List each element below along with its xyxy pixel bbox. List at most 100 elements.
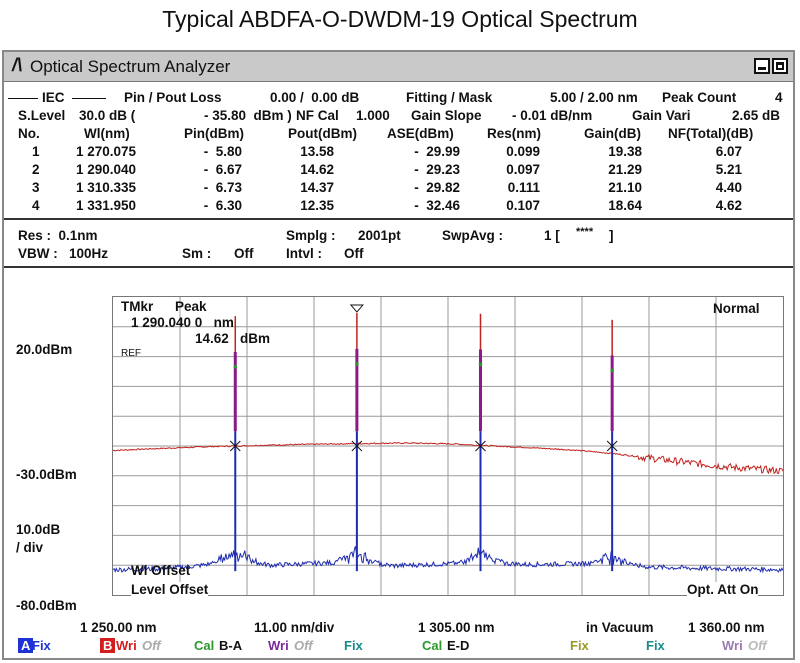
intvl-label: Intvl :: [286, 246, 322, 261]
cell-nf: 5.21: [715, 162, 742, 177]
nfcal-value: 1.000: [356, 108, 390, 123]
ref-label: REF: [121, 348, 141, 359]
trace-e-fix[interactable]: Fix: [344, 638, 363, 653]
blue-trace-line: [113, 546, 783, 574]
window-title: Optical Spectrum Analyzer: [30, 57, 231, 76]
slevel-value: 30.0 dB (: [79, 108, 136, 123]
minimize-icon[interactable]: [754, 58, 770, 74]
trace-h-fix[interactable]: Fix: [646, 638, 665, 653]
x-start-label: 1 250.00 nm: [80, 620, 157, 635]
cell-res: 0.111: [507, 180, 540, 195]
cell-no: 4: [32, 198, 40, 213]
cell-pin: - 6.67: [203, 162, 242, 177]
gain-vari-value: 2.65 dB: [732, 108, 781, 123]
y-scale-label: 10.0dB: [16, 522, 61, 537]
smplg-value: 2001pt: [358, 228, 401, 243]
gain-slope-value: - 0.01 dB/nm: [512, 108, 593, 123]
cell-nf: 6.07: [715, 144, 742, 159]
spectrum-svg: [113, 297, 783, 595]
cell-pin: - 6.73: [203, 180, 242, 195]
asemarker-icon: [606, 440, 618, 452]
iec-label: IEC: [42, 90, 65, 105]
cell-no: 1: [32, 144, 40, 159]
col-header-wl: Wl(nm): [84, 126, 130, 141]
nfcal-label: NF Cal: [296, 108, 339, 123]
trace-i-wri[interactable]: Wri: [722, 638, 743, 653]
y-mid-label: -30.0dBm: [16, 467, 77, 482]
x-center-label: 1 305.00 nm: [418, 620, 495, 635]
trace-a-fix[interactable]: Fix: [32, 638, 51, 653]
marker-wavelength: 1 290.040 0 nm: [131, 315, 234, 330]
col-header-res: Res(nm): [487, 126, 542, 141]
cell-ase: - 32.46: [414, 198, 460, 213]
trace-mode: Normal: [713, 301, 760, 316]
gain-slope-label: Gain Slope: [411, 108, 482, 123]
cell-res: 0.097: [506, 162, 540, 177]
fitting-value: 5.00 / 2.00 nm: [550, 90, 638, 105]
fitting-label: Fitting / Mask: [406, 90, 493, 105]
col-header-gain: Gain(dB): [584, 126, 641, 141]
trace-f-value: E-D: [447, 638, 470, 653]
col-header-pin: Pin(dBm): [184, 126, 244, 141]
swpavg-label: SwpAvg :: [442, 228, 504, 243]
peak-count-value: 4: [775, 90, 783, 105]
trace-d-off: Off: [294, 638, 313, 653]
swpavg-stars: ****: [576, 226, 594, 238]
asemarker-icon: [351, 440, 363, 452]
cell-ase: - 29.99: [414, 144, 460, 159]
x-medium-label: in Vacuum: [586, 620, 654, 635]
trace-b-tag[interactable]: B: [100, 638, 116, 653]
iec-line-right: [72, 98, 106, 99]
pin-pout-label: Pin / Pout Loss: [124, 90, 222, 105]
col-header-pout: Pout(dBm): [288, 126, 357, 141]
cell-wl: 1 310.335: [76, 180, 137, 195]
trace-b-off: Off: [142, 638, 161, 653]
maximize-icon[interactable]: [772, 58, 788, 74]
iec-line-left: [8, 98, 38, 99]
trace-d-wri[interactable]: Wri: [268, 638, 289, 653]
cell-pout: 12.35: [300, 198, 334, 213]
cell-wl: 1 331.950: [76, 198, 137, 213]
trace-i-off: Off: [748, 638, 767, 653]
cell-gain: 18.64: [608, 198, 642, 213]
cell-nf: 4.40: [715, 180, 742, 195]
peak-dot: [478, 362, 483, 367]
tmkr-label: TMkr: [121, 299, 154, 314]
marker-power: 14.62 dBm: [195, 331, 271, 346]
cell-pout: 14.62: [300, 162, 334, 177]
trace-c-cal[interactable]: Cal: [194, 638, 215, 653]
gain-vari-label: Gain Vari: [632, 108, 691, 123]
cell-wl: 1 270.075: [76, 144, 137, 159]
x-div-label: 11.00 nm/div: [254, 620, 335, 635]
cell-wl: 1 290.040: [76, 162, 137, 177]
window-titlebar[interactable]: /\ Optical Spectrum Analyzer: [4, 52, 793, 82]
page-title: Typical ABDFA-O-DWDM-19 Optical Spectrum: [162, 6, 638, 32]
pin-pout-value: 0.00 / 0.00 dB: [270, 90, 360, 105]
col-header-nf: NF(Total)(dB): [668, 126, 754, 141]
peak-dot: [233, 364, 238, 369]
spectrum-graph[interactable]: TMkr Peak 1 290.040 0 nm 14.62 dBm REF N…: [112, 296, 784, 597]
trace-c-value: B-A: [219, 638, 243, 653]
cell-res: 0.107: [506, 198, 540, 213]
cell-pin: - 5.80: [203, 144, 242, 159]
trace-a-tag[interactable]: A: [18, 638, 34, 653]
cell-ase: - 29.23: [414, 162, 460, 177]
swpavg-value: 1 [: [544, 228, 560, 243]
cell-pin: - 6.30: [203, 198, 242, 213]
sm-value: Off: [234, 246, 254, 261]
trace-f-cal[interactable]: Cal: [422, 638, 443, 653]
opt-att-label: Opt. Att On: [687, 582, 759, 597]
vbw-setting: VBW : 100Hz: [18, 246, 109, 261]
trace-b-wri[interactable]: Wri: [116, 638, 137, 653]
res-setting: Res : 0.1nm: [18, 228, 98, 243]
cell-res: 0.099: [506, 144, 540, 159]
cell-gain: 21.10: [608, 180, 642, 195]
cell-no: 2: [32, 162, 40, 177]
trace-g-fix[interactable]: Fix: [570, 638, 589, 653]
asemarker-icon: [475, 440, 486, 452]
wl-offset-label: Wl Offset: [131, 563, 191, 578]
app-logo-icon: /\: [12, 55, 23, 75]
cell-gain: 21.29: [608, 162, 642, 177]
sm-label: Sm :: [182, 246, 212, 261]
peak-count-label: Peak Count: [662, 90, 737, 105]
